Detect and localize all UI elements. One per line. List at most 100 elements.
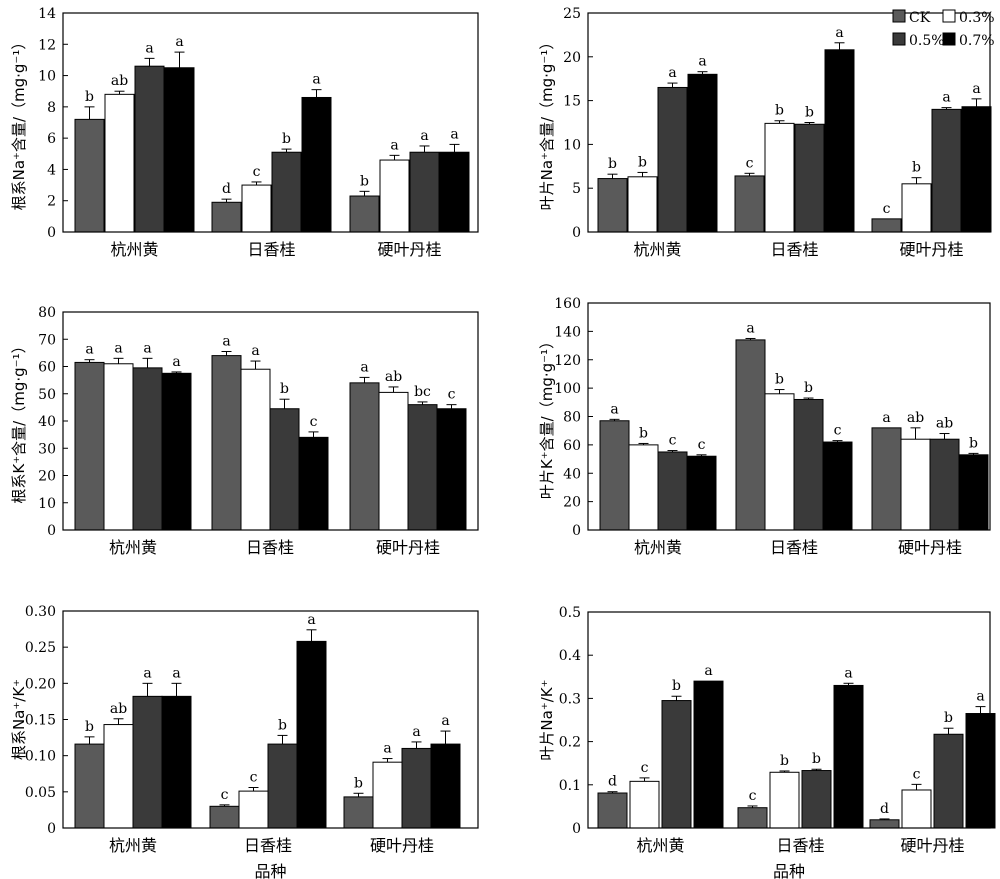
bar-0.3%-杭州黄 [104, 93, 135, 233]
significance-letter: c [749, 788, 757, 804]
bar-CK-硬叶丹桂 [871, 218, 902, 233]
significance-letter: a [668, 65, 676, 81]
significance-letter: a [698, 54, 706, 70]
bar-CK-日香桂 [209, 805, 240, 829]
x-axis-title: 品种 [254, 862, 286, 879]
significance-letter: a [145, 40, 153, 56]
significance-letter: b [804, 380, 813, 396]
bar-0.7%-日香桂 [824, 49, 855, 233]
bar-CK-日香桂 [734, 175, 765, 233]
y-tick-label: 8 [47, 100, 56, 116]
plot-frame [62, 12, 479, 233]
bar-0.7%-杭州黄 [164, 67, 195, 233]
y-tick-label: 0 [572, 821, 581, 837]
significance-letter: a [420, 128, 428, 144]
y-tick-label: 40 [38, 414, 56, 430]
significance-letter: a [942, 90, 950, 106]
significance-letter: ab [385, 369, 402, 385]
bar-0.3%-日香桂 [764, 393, 795, 531]
bar-0.3%-日香桂 [240, 368, 271, 531]
y-tick-label: 30 [38, 441, 56, 457]
bar-0.5%-硬叶丹桂 [933, 733, 964, 829]
significance-letter: d [608, 774, 617, 790]
y-tick-label: 10 [38, 69, 56, 85]
y-axis-title: 根系Na⁺含量/（mg·g⁻¹） [10, 35, 28, 211]
bar-0.3%-硬叶丹桂 [901, 183, 932, 233]
bar-CK-硬叶丹桂 [343, 796, 374, 829]
significance-letter: a [746, 320, 754, 336]
significance-letter: a [175, 34, 183, 50]
category-label: 硬叶丹桂 [376, 538, 440, 557]
significance-letter: b [282, 131, 291, 147]
chart-panel-6: 0 0.1 0.2 0.3 0.4 0.5 d c d c b c b b b a a a 杭州黄 日香桂 硬叶丹桂 叶片… [538, 605, 996, 879]
bar-0.7%-硬叶丹桂 [965, 713, 996, 829]
bar-CK-杭州黄 [597, 792, 628, 829]
significance-letter: c [221, 787, 229, 803]
bar-CK-日香桂 [211, 355, 242, 531]
significance-letter: b [639, 425, 648, 441]
bar-0.5%-杭州黄 [132, 367, 163, 531]
y-tick-label: 2 [47, 194, 56, 210]
category-label: 杭州黄 [109, 836, 157, 855]
y-axis-title: 叶片Na⁺/K⁺ [538, 679, 556, 760]
legend-label: 0.3% [959, 10, 995, 26]
category-label: 杭州黄 [633, 240, 681, 259]
significance-letter: a [307, 612, 315, 628]
y-tick-label: 60 [563, 438, 581, 454]
category-label: 硬叶丹桂 [377, 240, 441, 259]
y-tick-label: 0.4 [559, 648, 581, 664]
significance-letter: a [383, 741, 391, 757]
y-axis-title: 叶片K⁺含量/（mg·g⁻¹） [538, 334, 556, 499]
significance-letter: b [280, 381, 289, 397]
category-label: 硬叶丹桂 [899, 240, 963, 259]
y-tick-label: 14 [38, 6, 56, 22]
significance-letter: d [880, 801, 889, 817]
significance-letter: a [114, 340, 122, 356]
y-tick-label: 120 [554, 353, 581, 369]
category-label: 日香桂 [244, 836, 292, 855]
significance-letter: b [780, 753, 789, 769]
significance-letter: d [222, 181, 231, 197]
bar-0.3%-日香桂 [241, 184, 272, 233]
significance-letter: c [253, 164, 261, 180]
y-tick-label: 80 [38, 305, 56, 321]
bar-0.7%-硬叶丹桂 [430, 743, 461, 829]
y-tick-label: 0.20 [25, 676, 56, 692]
significance-letter: c [883, 201, 891, 217]
category-label: 硬叶丹桂 [898, 538, 962, 557]
y-tick-label: 100 [554, 381, 581, 397]
bar-0.5%-杭州黄 [661, 700, 692, 829]
significance-letter: a [976, 689, 984, 705]
bar-0.5%-日香桂 [267, 743, 298, 829]
bar-0.7%-日香桂 [301, 96, 332, 233]
y-tick-label: 0.1 [559, 778, 581, 794]
bar-0.3%-硬叶丹桂 [900, 438, 931, 531]
legend-swatch-0.5% [892, 32, 906, 46]
bar-0.5%-杭州黄 [657, 86, 688, 233]
significance-letter: c [669, 433, 677, 449]
bar-CK-杭州黄 [74, 118, 105, 233]
legend-label: CK [909, 10, 931, 26]
bar-0.5%-日香桂 [793, 398, 824, 531]
category-label: 硬叶丹桂 [900, 836, 964, 855]
y-tick-label: 0.05 [25, 785, 56, 801]
significance-letter: b [944, 710, 953, 726]
category-label: 日香桂 [770, 240, 818, 259]
legend: CK 0.3% 0.5% 0.7% [892, 9, 995, 49]
bar-0.3%-杭州黄 [629, 780, 660, 829]
bar-0.7%-杭州黄 [161, 372, 192, 531]
significance-letter: b [85, 719, 94, 735]
y-tick-label: 20 [563, 495, 581, 511]
y-tick-label: 15 [563, 94, 581, 110]
bar-0.7%-硬叶丹桂 [436, 408, 467, 531]
significance-letter: a [835, 25, 843, 41]
bar-0.7%-杭州黄 [687, 73, 718, 233]
chart-panel-2: 0 5 10 15 20 25 b c c b b b a b a a a a 杭州黄 日香桂 硬叶丹桂 叶片Na⁺含量/… [538, 6, 992, 259]
significance-letter: ab [936, 416, 953, 432]
bar-CK-硬叶丹桂 [871, 427, 902, 531]
bar-0.7%-日香桂 [833, 684, 864, 829]
significance-letter: ab [111, 73, 128, 89]
